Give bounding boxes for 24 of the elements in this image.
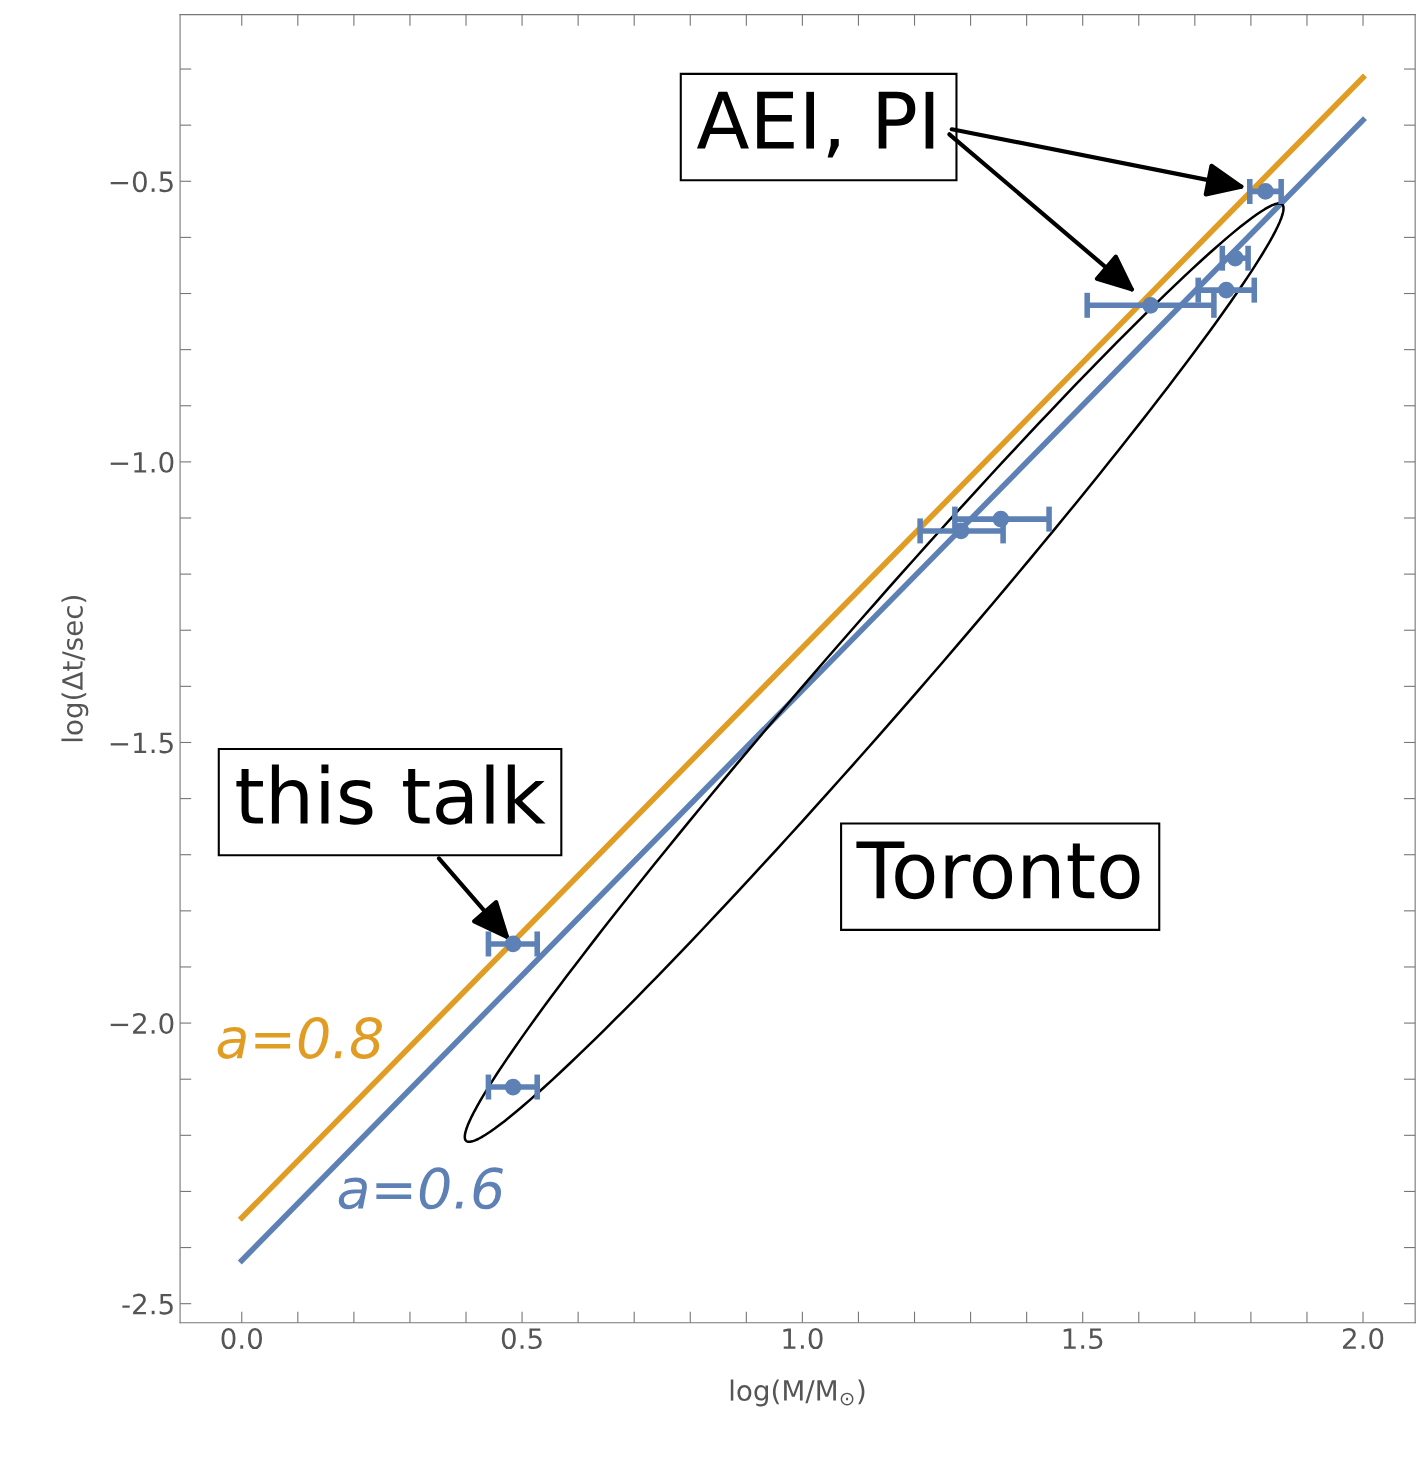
point	[504, 935, 522, 953]
point	[1226, 249, 1244, 267]
x-axis-title: log(M/M$_{⊙}$)	[730, 1379, 865, 1407]
point	[992, 510, 1010, 528]
annotation: this talk	[236, 764, 546, 825]
point	[504, 1078, 522, 1096]
y-tick-label: −2.0	[110, 1013, 174, 1035]
x-tick-label: 2.0	[1342, 1328, 1384, 1350]
x-tick-label: 1.5	[1063, 1328, 1103, 1350]
y-tick-label: −1.5	[110, 732, 173, 754]
x-tick-label: 0.5	[501, 1328, 542, 1350]
point	[1217, 281, 1235, 299]
x-tick-label: 1.0	[783, 1328, 823, 1350]
y-tick-label: −1.0	[110, 451, 174, 473]
series-label: a=0.6	[338, 1167, 503, 1210]
annotation: AEI, PI	[696, 91, 934, 158]
series-label: a=0.8	[217, 1016, 382, 1059]
point	[1142, 296, 1159, 314]
annotation: Toronto	[856, 841, 1140, 900]
x-tick-label: 0.0	[221, 1328, 262, 1350]
point	[1257, 183, 1274, 200]
y-tick-label: −0.5	[110, 171, 173, 193]
y-tick-label: -2.5	[122, 1293, 173, 1315]
y-axis-title: log(Δt/sec)	[61, 596, 89, 742]
